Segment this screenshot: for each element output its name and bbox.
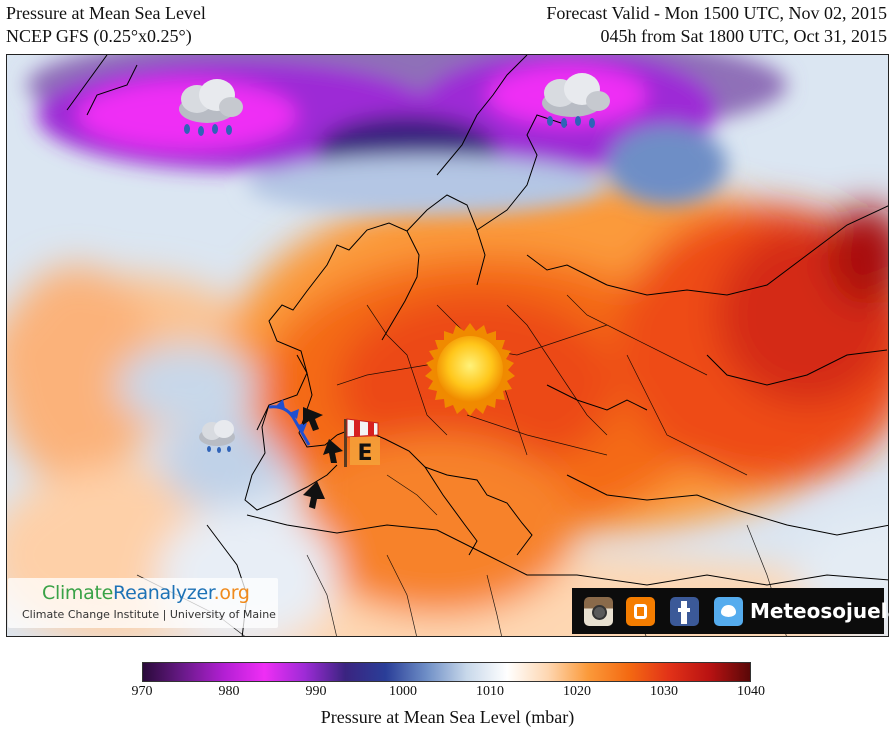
instagram-icon[interactable] xyxy=(584,597,613,626)
colorbar-tick-label: 1020 xyxy=(563,684,591,699)
rain-cloud-icon xyxy=(179,79,243,136)
header-right: Forecast Valid - Mon 1500 UTC, Nov 02, 2… xyxy=(546,2,887,48)
country-borders xyxy=(136,294,787,636)
pressure-map-svg: E xyxy=(7,55,888,636)
social-name: Meteosojuela xyxy=(750,599,895,623)
colorbar-tick-label: 980 xyxy=(218,684,240,699)
sun-icon xyxy=(425,323,515,416)
twitter-icon[interactable] xyxy=(714,597,743,626)
facebook-icon[interactable] xyxy=(670,597,699,626)
social-banner: Meteosojuela xyxy=(572,588,895,634)
pressure-colorbar xyxy=(142,662,751,682)
colorbar-tick-label: 1030 xyxy=(650,684,678,699)
wind-arrow-icon xyxy=(303,407,343,509)
climatereanalyzer-logo: ClimateReanalyzer.org Climate Change Ins… xyxy=(8,578,278,628)
logo-text: ClimateReanalyzer.org xyxy=(42,582,250,604)
header-left: Pressure at Mean Sea Level NCEP GFS (0.2… xyxy=(6,2,206,48)
colorbar-tick-label: 990 xyxy=(305,684,327,699)
wind-direction-label: E xyxy=(357,441,372,466)
cold-front-icon xyxy=(268,399,311,446)
colorbar-ticks: 970 980 990 1000 1010 1020 1030 1040 xyxy=(132,684,766,704)
colorbar-tick-label: 1040 xyxy=(737,684,765,699)
small-rain-cloud-icon xyxy=(199,420,235,453)
windsock-icon: E xyxy=(344,418,380,467)
pressure-map: E xyxy=(6,54,889,637)
rain-cloud-icon xyxy=(542,73,610,128)
forecast-lead-label: 045h from Sat 1800 UTC, Oct 31, 2015 xyxy=(600,26,887,46)
logo-subline: Climate Change Institute | University of… xyxy=(22,608,276,621)
colorbar-tick-label: 1000 xyxy=(389,684,417,699)
colorbar-tick-label: 1010 xyxy=(476,684,504,699)
map-title: Pressure at Mean Sea Level xyxy=(6,3,206,23)
colorbar-tick-label: 970 xyxy=(131,684,153,699)
blogger-icon[interactable] xyxy=(626,597,655,626)
colorbar-label: Pressure at Mean Sea Level (mbar) xyxy=(320,707,575,727)
forecast-valid-label: Forecast Valid - Mon 1500 UTC, Nov 02, 2… xyxy=(546,3,887,23)
model-label: NCEP GFS (0.25°x0.25°) xyxy=(6,26,192,46)
